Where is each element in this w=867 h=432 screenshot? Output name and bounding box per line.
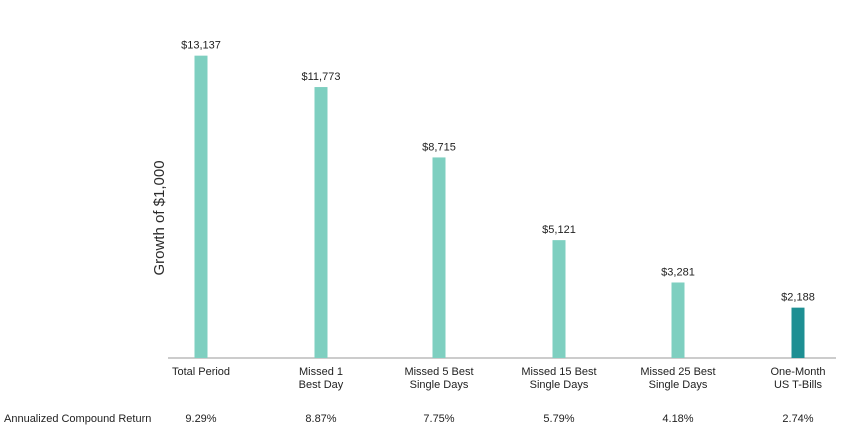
category-label-2-line-1: Missed 1 [299, 366, 343, 378]
bar-5 [671, 282, 685, 358]
return-value-5: 4.18% [662, 413, 693, 425]
category-label-3-line-1: Missed 5 Best [404, 366, 473, 378]
category-label-6-line-2: US T-Bills [774, 379, 823, 391]
return-value-4: 5.79% [543, 413, 574, 425]
category-label-3-line-2: Single Days [410, 379, 469, 391]
value-label-1: $13,137 [181, 40, 221, 52]
return-value-2: 8.87% [305, 413, 336, 425]
category-label-6-line-1: One-Month [770, 366, 825, 378]
y-axis-title: Growth of $1,000 [151, 160, 168, 275]
bars-group [194, 55, 805, 359]
category-label-5-line-2: Single Days [649, 379, 708, 391]
value-label-6: $2,188 [781, 292, 815, 304]
return-value-3: 7.75% [423, 413, 454, 425]
category-label-5-line-1: Missed 25 Best [640, 366, 715, 378]
bar-3 [432, 157, 446, 358]
category-label-1-line-1: Total Period [172, 366, 230, 378]
category-label-4-line-1: Missed 15 Best [521, 366, 596, 378]
return-value-1: 9.29% [185, 413, 216, 425]
value-label-2: $11,773 [302, 71, 341, 83]
bar-2 [314, 87, 328, 359]
category-label-2-line-2: Best Day [299, 379, 344, 391]
bar-1 [194, 55, 208, 358]
return-value-6: 2.74% [782, 413, 813, 425]
value-label-5: $3,281 [661, 266, 695, 278]
value-label-4: $5,121 [542, 224, 576, 236]
value-labels-group: $13,137 $11,773 $8,715 $5,121 $3,281 $2,188 [181, 40, 815, 304]
returns-row-group: 9.29% 8.87% 7.75% 5.79% 4.18% 2.74% [185, 413, 813, 425]
value-label-3: $8,715 [422, 141, 456, 153]
bar-4 [552, 240, 566, 358]
category-label-4-line-2: Single Days [530, 379, 589, 391]
returns-row-label: Annualized Compound Return [4, 413, 151, 425]
bar-6 [791, 307, 805, 358]
